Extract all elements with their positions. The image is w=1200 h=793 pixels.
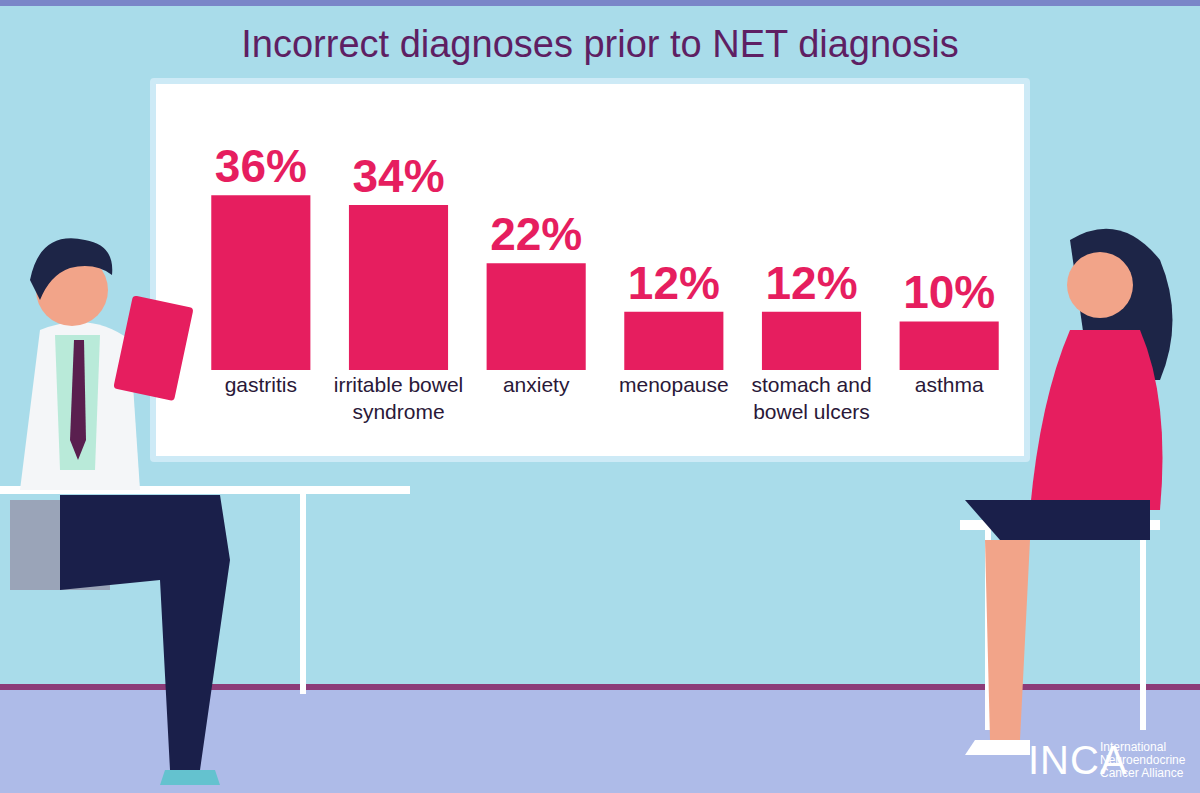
svg-text:22%: 22% xyxy=(490,208,582,260)
html-text:Neuroendocrine: Neuroendocrine xyxy=(1100,753,1186,767)
svg-text:stomach andbowel ulcers: stomach andbowel ulcers xyxy=(751,373,871,423)
html-text:INCA: INCA xyxy=(1028,738,1128,782)
html-text:International: International xyxy=(1100,740,1166,754)
svg-text:12%: 12% xyxy=(765,257,857,309)
html-text:Cancer Alliance: Cancer Alliance xyxy=(1100,766,1184,780)
svg-text:asthma: asthma xyxy=(915,373,984,396)
svg-text:anxiety: anxiety xyxy=(503,373,570,396)
svg-text:34%: 34% xyxy=(352,150,444,202)
svg-text:12%: 12% xyxy=(628,257,720,309)
svg-text:10%: 10% xyxy=(903,266,995,318)
svg-text:irritable bowelsyndrome: irritable bowelsyndrome xyxy=(334,373,464,423)
svg-text:Incorrect diagnoses prior to N: Incorrect diagnoses prior to NET diagnos… xyxy=(241,23,958,65)
svg-text:menopause: menopause xyxy=(619,373,729,396)
svg-text:gastritis: gastritis xyxy=(225,373,297,396)
svg-text:36%: 36% xyxy=(215,140,307,192)
